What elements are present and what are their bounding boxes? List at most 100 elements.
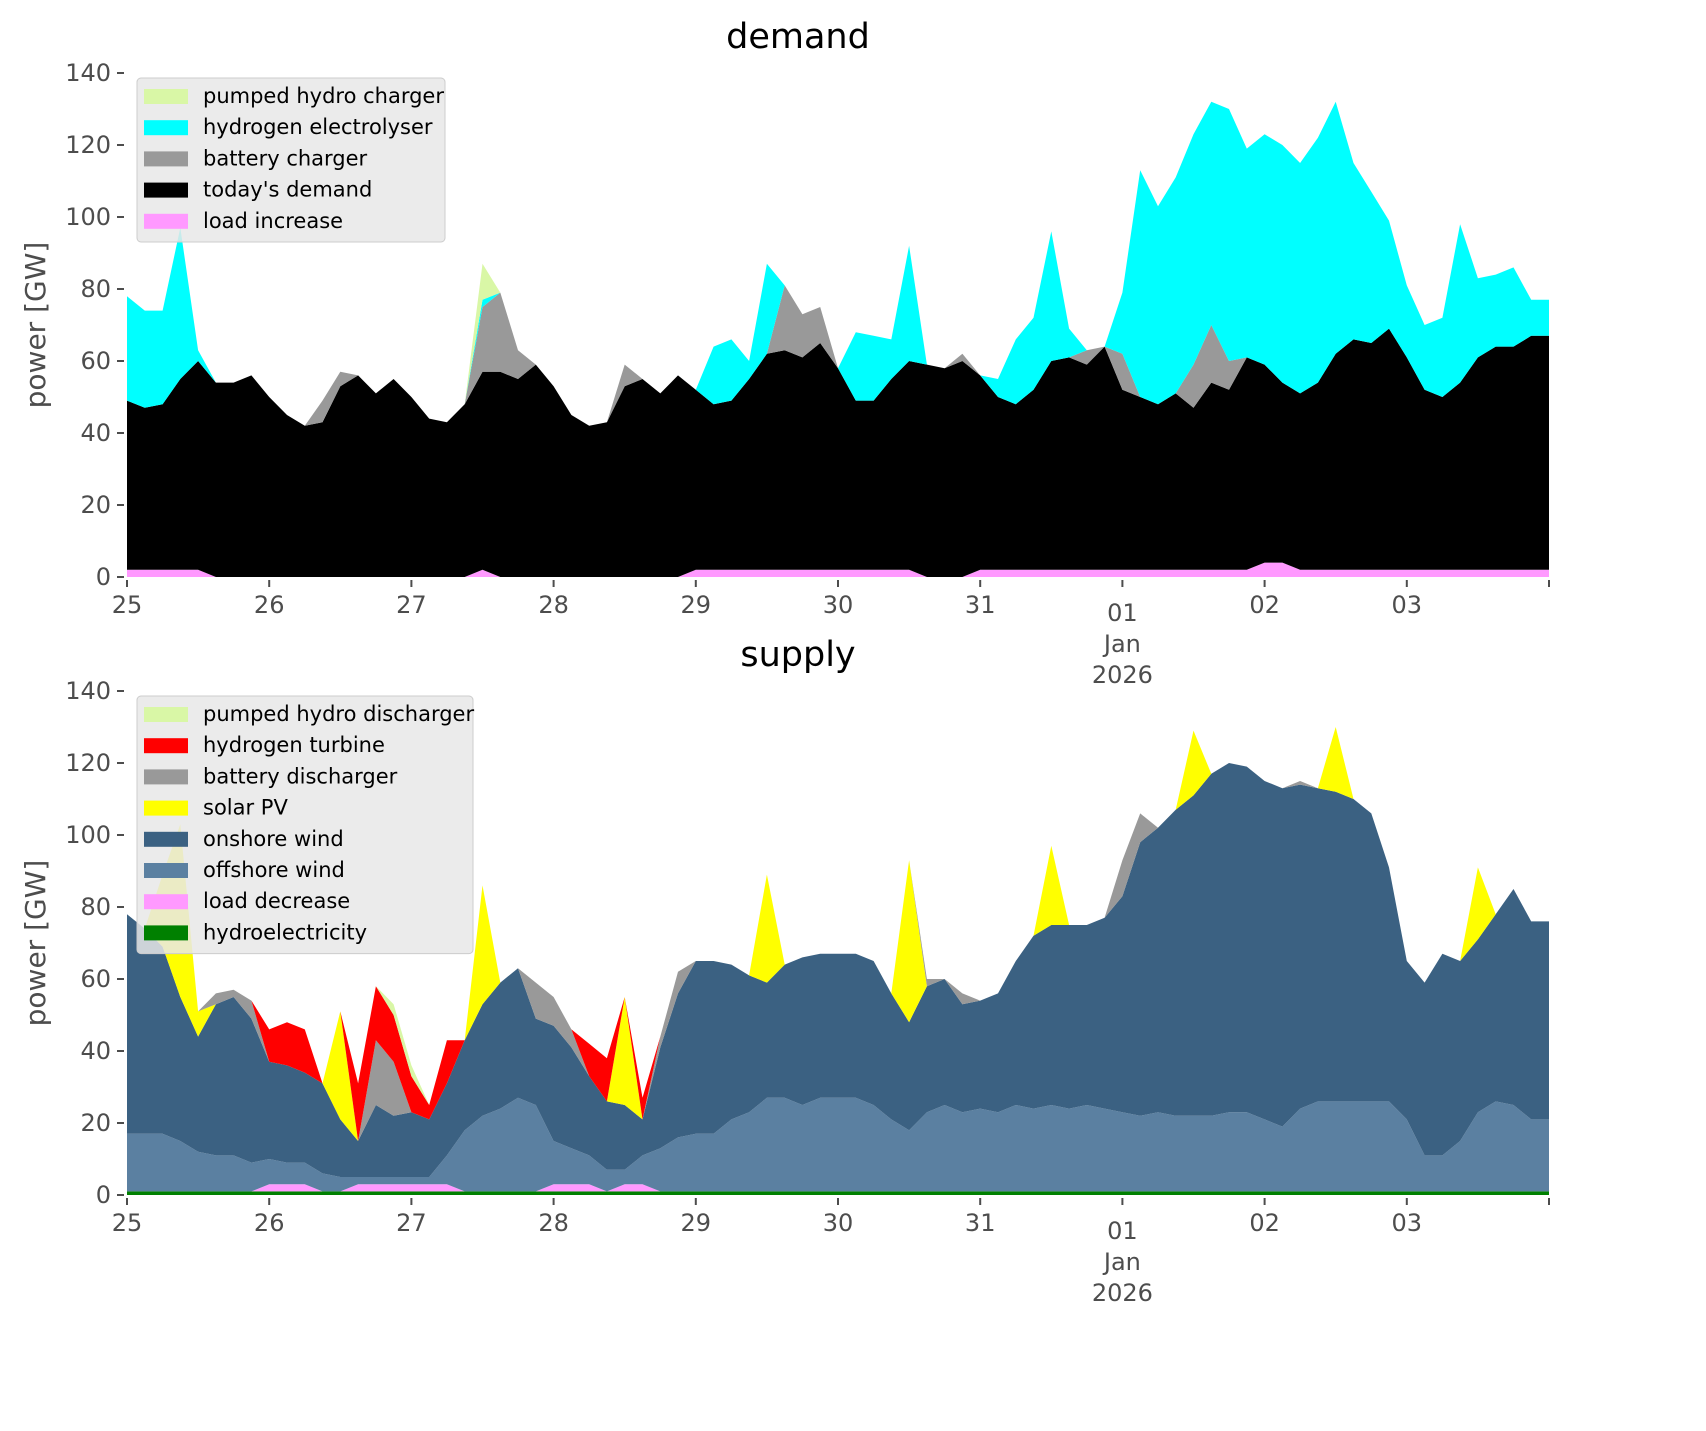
legend-label: hydrogen electrolyser: [203, 115, 433, 139]
y-tick-label: 20: [80, 1109, 111, 1137]
legend-swatch: [144, 89, 188, 104]
legend-item-offshore-wind: offshore wind: [144, 858, 345, 882]
legend-label: pumped hydro discharger: [203, 702, 474, 726]
legend-swatch: [144, 213, 188, 229]
legend-label: pumped hydro charger: [203, 84, 444, 108]
y-tick-label: 0: [96, 1181, 111, 1209]
y-axis-label: power [GW]: [19, 860, 52, 1027]
x-tick-label: 26: [254, 1209, 285, 1237]
x-tick-label: 02: [1249, 591, 1280, 619]
legend-item-battery-discharger: battery discharger: [144, 764, 398, 788]
area-hydrogen-electrolyser: [127, 101, 1549, 426]
area-today-s-demand: [127, 328, 1549, 577]
y-tick-label: 60: [80, 347, 111, 375]
chart-title: supply: [740, 635, 855, 675]
x-tick-label: 03: [1392, 591, 1423, 619]
y-tick-label: 120: [65, 749, 111, 777]
legend-swatch: [144, 120, 188, 136]
x-tick-label: 03: [1392, 1209, 1423, 1237]
legend-swatch: [144, 769, 188, 785]
legend-swatch: [144, 151, 188, 167]
x-axis: 25 26 27 28 29 30 31 01 Jan 2026 02 03: [112, 1198, 1550, 1307]
legend-label: battery charger: [203, 146, 368, 170]
area-layers: [127, 101, 1549, 577]
legend-item-pumped-hydro-charger: pumped hydro charger: [144, 84, 444, 108]
x-tick-label: 28: [538, 1209, 569, 1237]
x-tick-label: 31: [965, 1209, 996, 1237]
y-tick-label: 140: [65, 59, 111, 87]
x-axis: 25 26 27 28 29 30 31 01 Jan 2026 02 03: [112, 580, 1550, 689]
legend-swatch: [144, 738, 188, 754]
y-tick-label: 80: [80, 275, 111, 303]
legend-swatch: [144, 925, 188, 941]
legend-item-load-increase: load increase: [144, 209, 343, 233]
y-axis: 0 20 40 60 80 100 120 140 power [GW]: [19, 59, 124, 591]
legend-item-onshore-wind: onshore wind: [144, 827, 344, 851]
legend-swatch: [144, 707, 188, 722]
x-tick-label: 25: [112, 1209, 143, 1237]
chart-title: demand: [726, 17, 870, 57]
legend-label: today's demand: [203, 178, 372, 202]
legend-label: battery discharger: [203, 764, 398, 788]
x-tick-label: 28: [538, 591, 569, 619]
area-load-decrease: [127, 1184, 1549, 1192]
legend-label: onshore wind: [203, 827, 344, 851]
x-tick-label: 26: [254, 591, 285, 619]
legend-box: [136, 77, 446, 243]
legend-item-hydrogen-turbine: hydrogen turbine: [144, 733, 385, 757]
y-tick-label: 60: [80, 965, 111, 993]
legend-swatch: [144, 831, 188, 847]
legend-label: load decrease: [203, 889, 350, 913]
legend-item-load-decrease: load decrease: [144, 889, 350, 913]
legend-item-today-s-demand: today's demand: [144, 178, 372, 202]
legend: pumped hydro discharger hydrogen turbine b…: [136, 695, 474, 955]
legend-label: hydrogen turbine: [203, 733, 385, 757]
x-tick-label: 25: [112, 591, 143, 619]
x-tick-label: 29: [681, 591, 712, 619]
y-tick-label: 40: [80, 1037, 111, 1065]
legend-label: hydroelectricity: [203, 920, 367, 944]
y-tick-label: 40: [80, 419, 111, 447]
area-offshore-wind: [127, 1097, 1549, 1192]
area-hydroelectricity: [127, 1191, 1549, 1195]
legend-item-hydrogen-electrolyser: hydrogen electrolyser: [144, 115, 433, 139]
legend-item-hydroelectricity: hydroelectricity: [144, 920, 367, 944]
y-axis: 0 20 40 60 80 100 120 140 power [GW]: [19, 677, 124, 1209]
y-tick-label: 0: [96, 563, 111, 591]
x-tick-label: 01: [1107, 1217, 1138, 1245]
legend-label: load increase: [203, 209, 343, 233]
y-tick-label: 100: [65, 203, 111, 231]
legend-swatch: [144, 894, 188, 910]
x-tick-label: Jan: [1102, 1248, 1141, 1276]
y-tick-label: 140: [65, 677, 111, 705]
legend: pumped hydro charger hydrogen electrolyse…: [136, 77, 446, 243]
legend-swatch: [144, 182, 188, 198]
legend-item-pumped-hydro-discharger: pumped hydro discharger: [144, 702, 474, 726]
x-tick-label: 27: [396, 591, 427, 619]
x-tick-label: 31: [965, 591, 996, 619]
y-tick-label: 120: [65, 131, 111, 159]
legend-label: offshore wind: [203, 858, 345, 882]
legend-item-battery-charger: battery charger: [144, 146, 368, 170]
x-tick-label: Jan: [1102, 630, 1141, 658]
area-onshore-wind: [127, 763, 1549, 1177]
x-tick-label: 29: [681, 1209, 712, 1237]
x-tick-label: 2026: [1092, 661, 1153, 689]
x-tick-label: 02: [1249, 1209, 1280, 1237]
x-tick-label: 30: [823, 1209, 854, 1237]
y-axis-label: power [GW]: [19, 242, 52, 409]
x-tick-label: 2026: [1092, 1279, 1153, 1307]
x-tick-label: 27: [396, 1209, 427, 1237]
x-tick-label: 01: [1107, 599, 1138, 627]
x-tick-label: 30: [823, 591, 854, 619]
area-battery-charger: [127, 285, 1549, 426]
legend-item-solar-pv: solar PV: [144, 796, 288, 820]
legend-swatch: [144, 863, 188, 878]
demand-panel: demand 02 0 40 60 80 100 120 140 power [GW] 25 26 27…: [19, 17, 1550, 689]
y-tick-label: 100: [65, 821, 111, 849]
legend-label: solar PV: [203, 796, 288, 820]
y-tick-label: 80: [80, 893, 111, 921]
area-layers: [127, 727, 1549, 1195]
